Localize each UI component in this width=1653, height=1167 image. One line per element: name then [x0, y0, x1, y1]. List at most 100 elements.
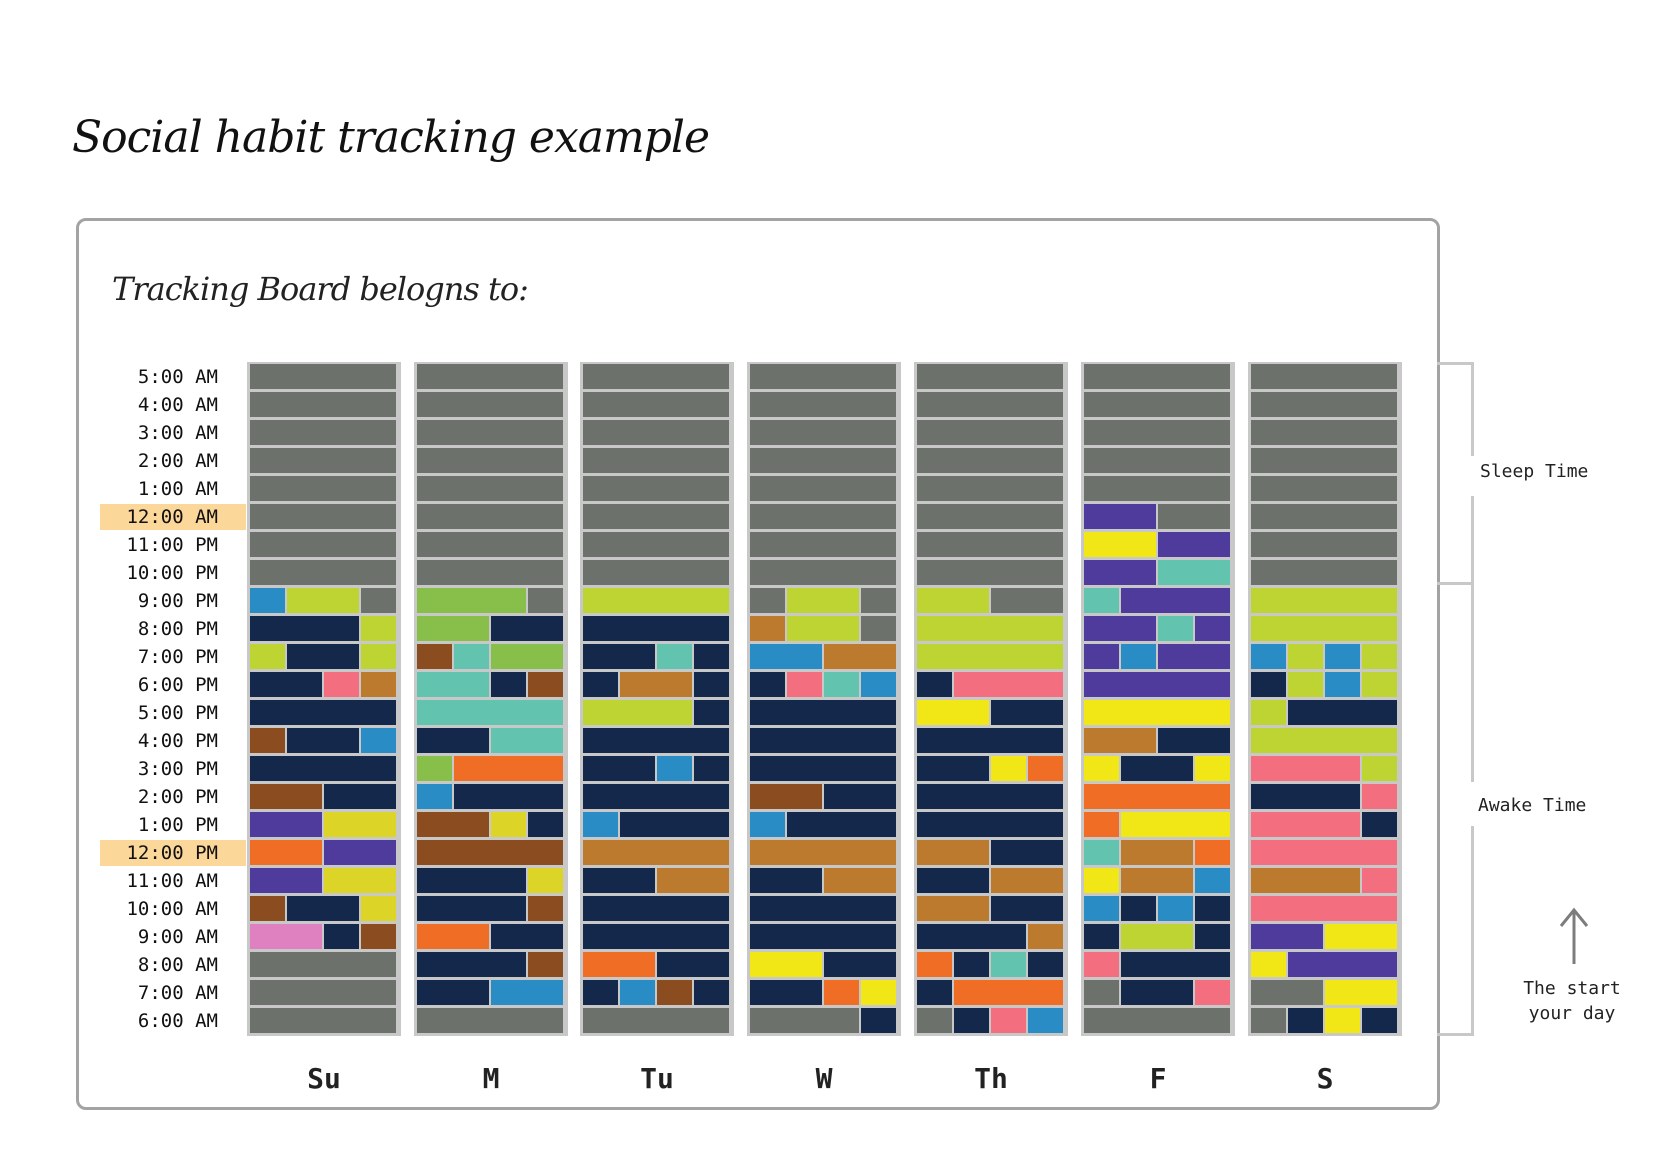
habit-cell[interactable] — [361, 672, 396, 697]
habit-cell[interactable] — [250, 672, 322, 697]
habit-cell[interactable] — [1251, 756, 1360, 781]
habit-cell[interactable] — [417, 588, 526, 613]
habit-cell[interactable] — [824, 784, 896, 809]
habit-cell[interactable] — [454, 644, 489, 669]
habit-cell[interactable] — [620, 672, 692, 697]
habit-cell[interactable] — [954, 672, 1063, 697]
habit-cell[interactable] — [750, 812, 785, 837]
habit-cell[interactable] — [1288, 952, 1397, 977]
habit-cell[interactable] — [750, 1008, 859, 1033]
habit-cell[interactable] — [861, 616, 896, 641]
habit-cell[interactable] — [1084, 504, 1156, 529]
habit-cell[interactable] — [750, 504, 896, 529]
habit-cell[interactable] — [1362, 644, 1397, 669]
habit-cell[interactable] — [1251, 952, 1286, 977]
habit-cell[interactable] — [250, 532, 396, 557]
habit-cell[interactable] — [1028, 1008, 1063, 1033]
habit-cell[interactable] — [324, 784, 396, 809]
habit-cell[interactable] — [250, 728, 285, 753]
habit-cell[interactable] — [417, 448, 563, 473]
habit-cell[interactable] — [1251, 924, 1323, 949]
habit-cell[interactable] — [324, 840, 396, 865]
habit-cell[interactable] — [861, 980, 896, 1005]
habit-cell[interactable] — [750, 476, 896, 501]
habit-cell[interactable] — [750, 672, 785, 697]
habit-cell[interactable] — [750, 616, 785, 641]
habit-cell[interactable] — [324, 924, 359, 949]
habit-cell[interactable] — [250, 588, 285, 613]
habit-cell[interactable] — [1251, 588, 1397, 613]
habit-cell[interactable] — [1084, 532, 1156, 557]
habit-cell[interactable] — [1084, 728, 1156, 753]
habit-cell[interactable] — [417, 896, 526, 921]
habit-cell[interactable] — [1084, 784, 1230, 809]
habit-cell[interactable] — [750, 924, 896, 949]
habit-cell[interactable] — [1121, 840, 1193, 865]
habit-cell[interactable] — [861, 1008, 896, 1033]
habit-cell[interactable] — [1251, 1008, 1286, 1033]
habit-cell[interactable] — [583, 476, 729, 501]
habit-cell[interactable] — [1325, 980, 1397, 1005]
habit-cell[interactable] — [361, 896, 396, 921]
habit-cell[interactable] — [250, 756, 396, 781]
habit-cell[interactable] — [583, 420, 729, 445]
habit-cell[interactable] — [1121, 896, 1156, 921]
habit-cell[interactable] — [1084, 364, 1230, 389]
habit-cell[interactable] — [991, 840, 1063, 865]
habit-cell[interactable] — [1251, 980, 1323, 1005]
habit-cell[interactable] — [1084, 448, 1230, 473]
habit-cell[interactable] — [250, 980, 396, 1005]
habit-cell[interactable] — [417, 672, 489, 697]
habit-cell[interactable] — [917, 364, 1063, 389]
habit-cell[interactable] — [1362, 784, 1397, 809]
habit-cell[interactable] — [583, 588, 729, 613]
habit-cell[interactable] — [361, 588, 396, 613]
habit-cell[interactable] — [583, 644, 655, 669]
habit-cell[interactable] — [787, 616, 859, 641]
habit-cell[interactable] — [1251, 868, 1360, 893]
habit-cell[interactable] — [417, 644, 452, 669]
habit-cell[interactable] — [1028, 924, 1063, 949]
habit-cell[interactable] — [417, 616, 489, 641]
habit-cell[interactable] — [917, 1008, 952, 1033]
habit-cell[interactable] — [417, 728, 489, 753]
habit-cell[interactable] — [861, 588, 896, 613]
habit-cell[interactable] — [657, 756, 692, 781]
habit-cell[interactable] — [417, 980, 489, 1005]
habit-cell[interactable] — [417, 868, 526, 893]
habit-cell[interactable] — [954, 980, 1063, 1005]
habit-cell[interactable] — [250, 364, 396, 389]
habit-cell[interactable] — [657, 980, 692, 1005]
habit-cell[interactable] — [1362, 672, 1397, 697]
habit-cell[interactable] — [583, 392, 729, 417]
habit-cell[interactable] — [750, 700, 896, 725]
habit-cell[interactable] — [528, 952, 563, 977]
habit-cell[interactable] — [1325, 644, 1360, 669]
habit-cell[interactable] — [583, 504, 729, 529]
habit-cell[interactable] — [694, 700, 729, 725]
habit-cell[interactable] — [1084, 924, 1119, 949]
habit-cell[interactable] — [1251, 392, 1397, 417]
habit-cell[interactable] — [917, 420, 1063, 445]
habit-cell[interactable] — [287, 728, 359, 753]
habit-cell[interactable] — [583, 616, 729, 641]
habit-cell[interactable] — [1251, 364, 1397, 389]
habit-cell[interactable] — [250, 784, 322, 809]
habit-cell[interactable] — [417, 420, 563, 445]
habit-cell[interactable] — [1251, 812, 1360, 837]
habit-cell[interactable] — [287, 896, 359, 921]
habit-cell[interactable] — [917, 840, 989, 865]
habit-cell[interactable] — [583, 952, 655, 977]
habit-cell[interactable] — [491, 672, 526, 697]
habit-cell[interactable] — [1195, 616, 1230, 641]
habit-cell[interactable] — [1084, 644, 1119, 669]
habit-cell[interactable] — [250, 616, 359, 641]
habit-cell[interactable] — [1084, 420, 1230, 445]
habit-cell[interactable] — [917, 476, 1063, 501]
habit-cell[interactable] — [454, 756, 563, 781]
habit-cell[interactable] — [583, 448, 729, 473]
habit-cell[interactable] — [583, 364, 729, 389]
habit-cell[interactable] — [583, 784, 729, 809]
habit-cell[interactable] — [917, 448, 1063, 473]
habit-cell[interactable] — [787, 588, 859, 613]
